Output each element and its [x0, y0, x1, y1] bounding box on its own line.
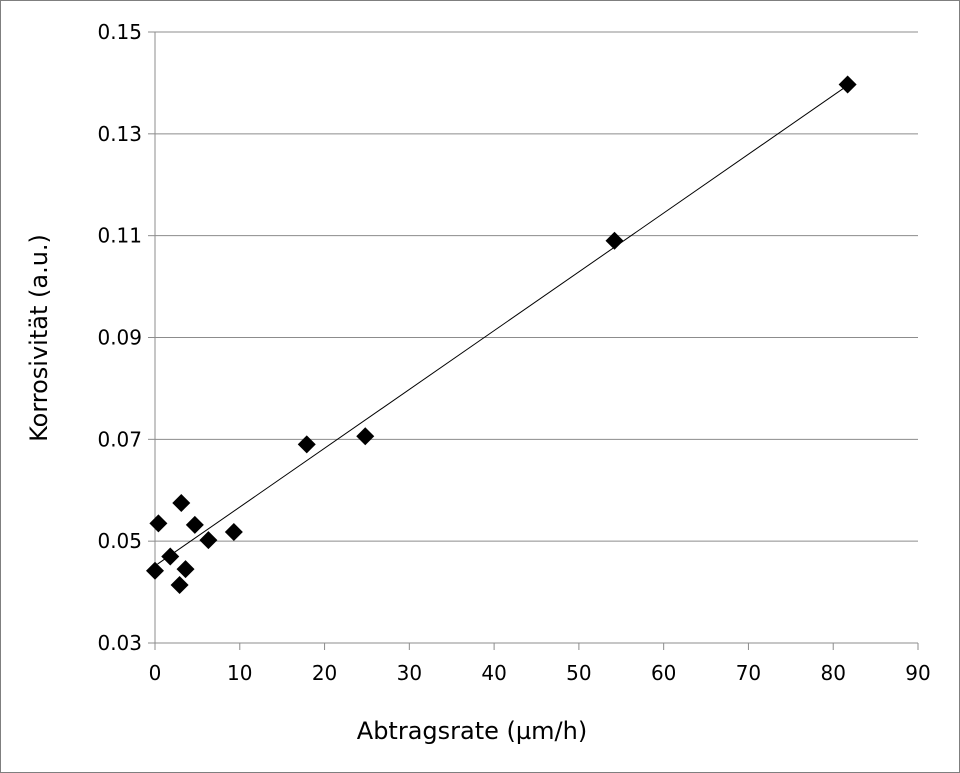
y-tick-label: 0.15: [97, 20, 142, 44]
trendline: [157, 85, 848, 565]
data-point: [199, 531, 218, 550]
data-point: [172, 493, 191, 512]
x-tick-label: 10: [227, 661, 252, 685]
x-tick-label: 20: [312, 661, 337, 685]
x-tick-label: 30: [397, 661, 422, 685]
gridlines: [155, 31, 918, 542]
x-tick-label: 50: [566, 661, 591, 685]
data-point: [185, 515, 204, 534]
data-point: [838, 75, 857, 94]
y-tick-label: 0.11: [97, 224, 142, 248]
x-axis-title: Abtragsrate (µm/h): [357, 717, 587, 745]
y-tick-label: 0.13: [97, 122, 142, 146]
y-tick-label: 0.07: [97, 427, 142, 451]
x-tick-label: 90: [905, 661, 930, 685]
data-points: [146, 75, 857, 594]
data-point: [149, 514, 168, 533]
y-tick-label: 0.09: [97, 326, 142, 350]
data-point: [605, 231, 624, 250]
x-tick-label: 40: [481, 661, 506, 685]
data-point: [170, 575, 189, 594]
y-axis-title: Korrosivität (a.u.): [25, 234, 53, 442]
data-point: [356, 427, 375, 446]
data-point: [224, 523, 243, 542]
data-point: [297, 435, 316, 454]
x-tick-label: 80: [820, 661, 845, 685]
tick-labels: 0.03 0.05 0.07 0.09 0.11 0.13 0.15 0 10 20 30 40 50 6…: [97, 20, 930, 685]
data-point: [176, 560, 195, 579]
data-point: [146, 561, 164, 580]
data-point: [161, 547, 180, 566]
x-tick-label: 60: [651, 661, 676, 685]
axes: [148, 31, 919, 650]
x-tick-label: 0: [149, 661, 162, 685]
y-tick-label: 0.03: [97, 631, 142, 655]
trendline-layer: [157, 85, 848, 565]
x-tick-label: 70: [736, 661, 761, 685]
y-tick-label: 0.05: [97, 529, 142, 553]
